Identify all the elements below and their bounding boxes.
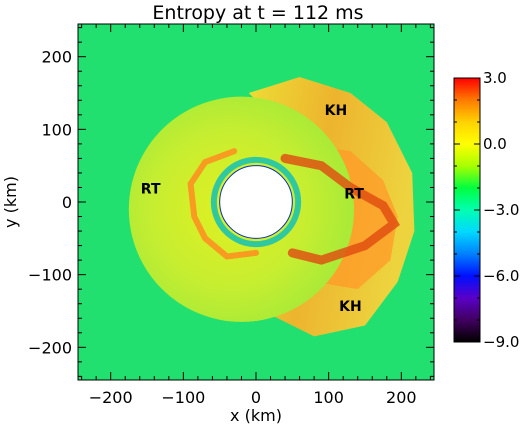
inner-core: [219, 165, 293, 239]
y-axis: −200 −100 0 100 200: [28, 27, 434, 377]
x-tick-label: 100: [313, 388, 344, 407]
y-tick-label: 100: [41, 120, 72, 139]
y-tick-label: −200: [28, 338, 72, 357]
colorbar-tick-label: 0.0: [483, 135, 507, 153]
x-axis: −200 −100 0 100 200: [81, 24, 431, 407]
x-tick-label: 0: [251, 388, 261, 407]
chart-title: Entropy at t = 112 ms: [152, 2, 363, 24]
colorbar-tick-label: 3.0: [483, 69, 507, 87]
annotation-kh: KH: [325, 103, 348, 119]
colorbar: 3.0 0.0 −3.0 −6.0 −9.0: [453, 69, 519, 351]
annotation-rt: RT: [141, 181, 161, 197]
annotations: KH RT RT KH: [141, 103, 365, 315]
inner-ring: [210, 156, 302, 248]
x-axis-label: x (km): [230, 406, 282, 425]
colorbar-tick-label: −6.0: [483, 267, 519, 285]
colorbar-tick-label: −9.0: [483, 333, 519, 351]
y-tick-label: −100: [28, 266, 72, 285]
y-tick-label: 0: [62, 193, 72, 212]
colorbar-tick-label: −3.0: [483, 201, 519, 219]
plot-area: [78, 24, 434, 380]
rt-plume-left: [187, 148, 259, 260]
y-tick-label: 200: [41, 48, 72, 67]
x-tick-label: 200: [386, 388, 417, 407]
x-tick-label: −100: [161, 388, 205, 407]
rt-plume-right: [280, 153, 400, 265]
annotation-rt: RT: [344, 186, 364, 202]
annotation-kh: KH: [339, 299, 362, 315]
title-text: Entropy at t = 112 ms: [152, 2, 363, 24]
x-tick-label: −200: [89, 388, 133, 407]
y-axis-label: y (km): [1, 176, 20, 228]
